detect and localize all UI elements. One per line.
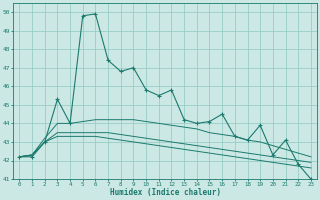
X-axis label: Humidex (Indice chaleur): Humidex (Indice chaleur) [110,188,220,197]
